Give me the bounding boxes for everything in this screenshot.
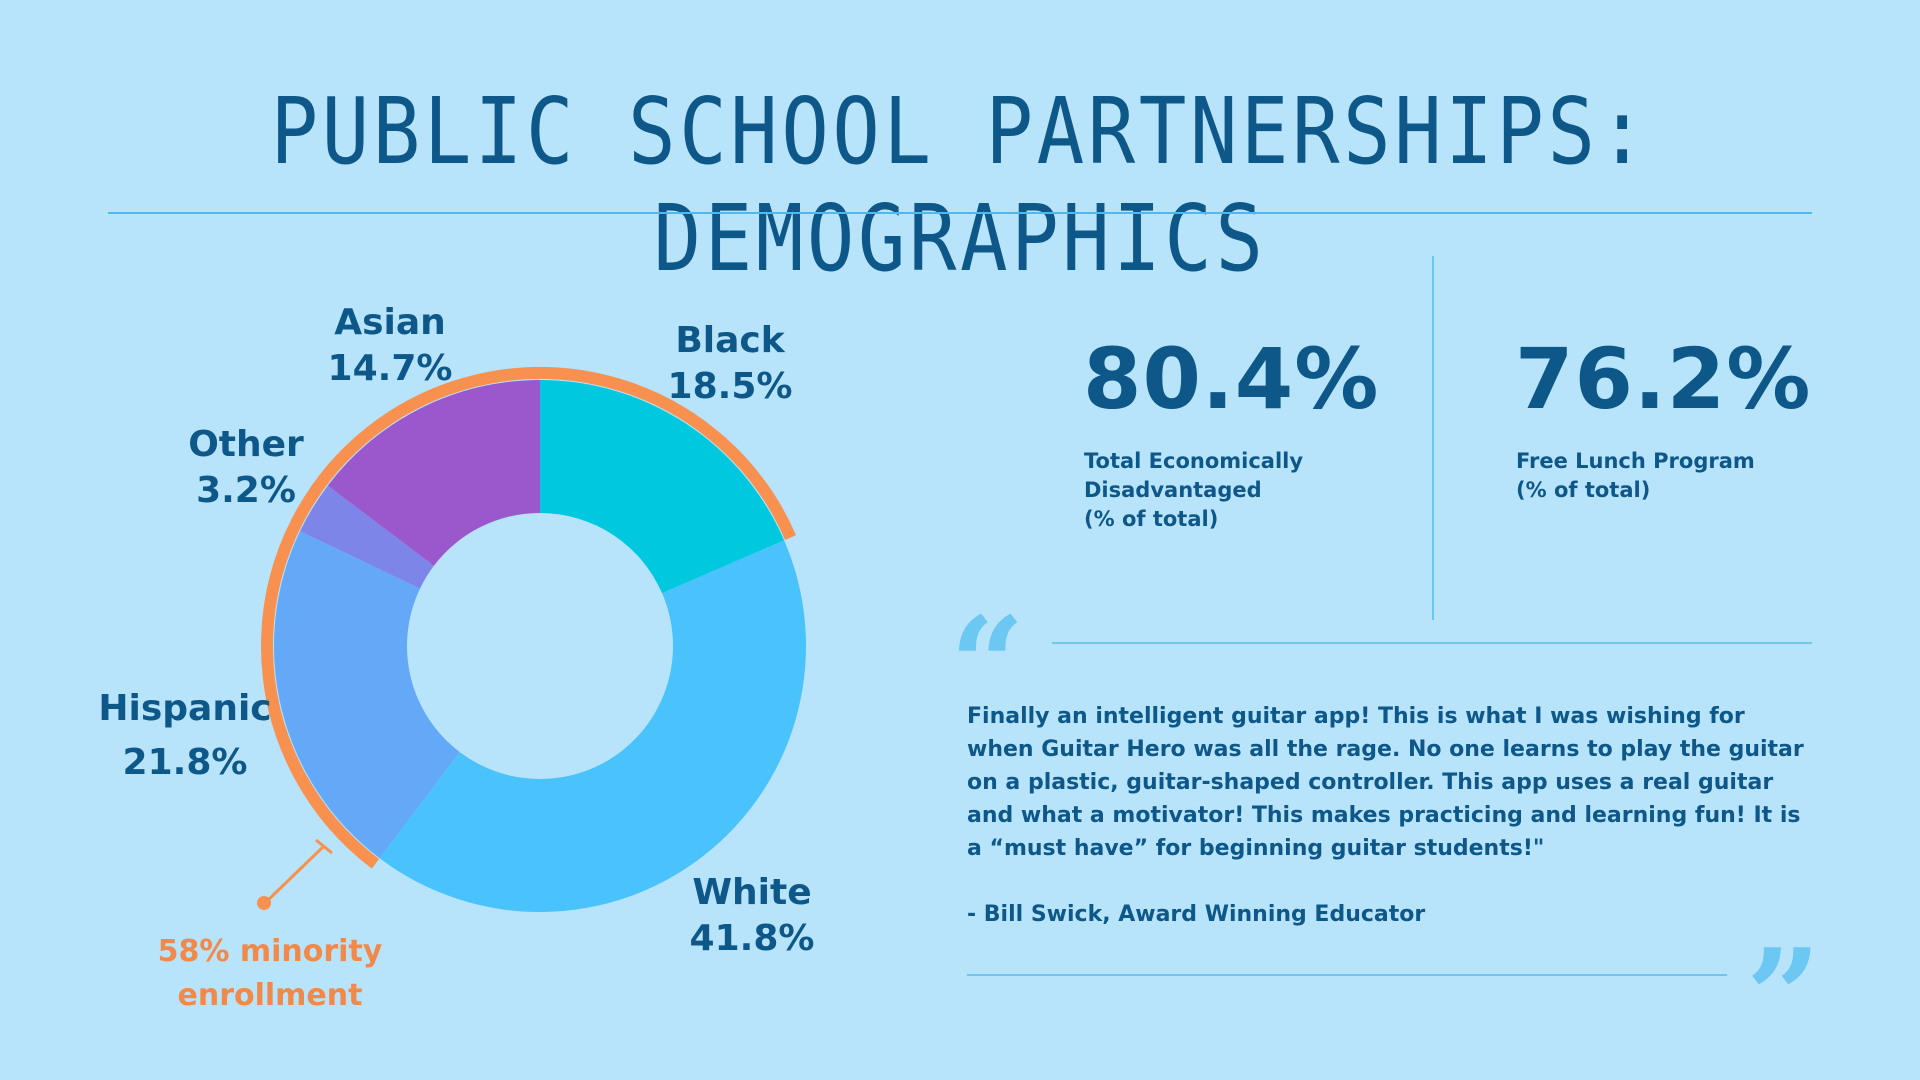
minority-highlight-arc bbox=[261, 367, 797, 869]
minority-enrollment-label: 58% minority enrollment bbox=[150, 930, 390, 1018]
demographics-donut-chart bbox=[257, 367, 807, 913]
testimonial-text: Finally an intelligent guitar app! This … bbox=[967, 704, 1804, 861]
donut-slice-white bbox=[379, 540, 807, 913]
label-white-value: 41.8% bbox=[689, 918, 815, 959]
quote-bottom-divider bbox=[967, 974, 1727, 976]
stats-divider bbox=[1432, 256, 1434, 620]
open-quote-icon: “ bbox=[950, 588, 1025, 741]
label-hispanic: Hispanic 21.8% bbox=[90, 682, 280, 790]
label-black-name: Black bbox=[675, 320, 785, 361]
donut-slice-asian bbox=[327, 380, 540, 566]
quote-top-divider bbox=[1052, 642, 1812, 644]
minority-line-1: 58% minority bbox=[157, 934, 383, 969]
testimonial-author: - Bill Swick, Award Winning Educator bbox=[967, 902, 1426, 927]
label-hispanic-name: Hispanic bbox=[98, 688, 272, 729]
label-white-name: White bbox=[692, 872, 812, 913]
label-asian-value: 14.7% bbox=[327, 348, 453, 389]
close-quote-icon: ” bbox=[1746, 920, 1821, 1073]
label-white: White 41.8% bbox=[662, 870, 842, 962]
label-black-value: 18.5% bbox=[667, 366, 793, 407]
title-divider bbox=[108, 212, 1812, 214]
donut-slice-other bbox=[300, 485, 434, 589]
label-other-name: Other bbox=[188, 424, 304, 465]
label-other: Other 3.2% bbox=[156, 422, 336, 514]
label-asian: Asian 14.7% bbox=[300, 300, 480, 392]
stat-free-lunch-label: Free Lunch Program (% of total) bbox=[1516, 449, 1755, 502]
donut-slice-black bbox=[540, 380, 785, 594]
minority-line-2: enrollment bbox=[177, 978, 363, 1013]
minority-callout-line bbox=[263, 844, 326, 905]
stat-free-lunch-value: 76.2% bbox=[1515, 330, 1812, 428]
stat-economically-disadvantaged-label: Total Economically Disadvantaged (% of t… bbox=[1084, 449, 1304, 531]
minority-callout-dot bbox=[257, 896, 271, 910]
page-title: PUBLIC SCHOOL PARTNERSHIPS: DEMOGRAPHICS bbox=[270, 78, 1650, 292]
label-hispanic-value: 21.8% bbox=[122, 742, 248, 783]
donut-slice-hispanic bbox=[273, 531, 460, 859]
stat-economically-disadvantaged-value: 80.4% bbox=[1083, 330, 1380, 428]
label-other-value: 3.2% bbox=[196, 470, 296, 511]
label-asian-name: Asian bbox=[334, 302, 446, 343]
minority-callout-tick bbox=[315, 838, 333, 855]
label-black: Black 18.5% bbox=[640, 318, 820, 410]
